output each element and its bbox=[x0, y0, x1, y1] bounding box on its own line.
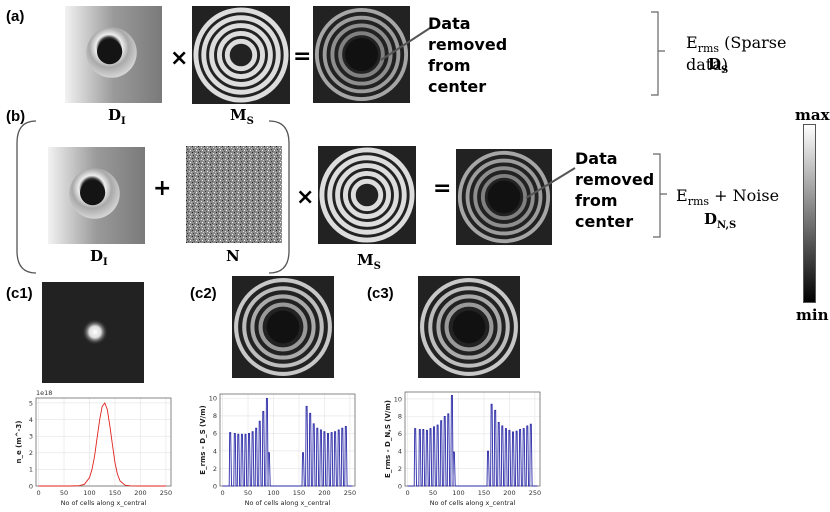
y-tick-label: 0 bbox=[398, 482, 402, 490]
x-tick-label: 250 bbox=[529, 489, 541, 497]
label-ms-a: MS bbox=[230, 106, 254, 127]
field-image-di-b bbox=[48, 147, 145, 244]
equals-operator: = bbox=[293, 44, 312, 69]
noise-image bbox=[186, 146, 282, 243]
y-tick-label: 6 bbox=[213, 430, 217, 438]
y-tick-label: 5 bbox=[29, 399, 33, 407]
offset-label: 1e18 bbox=[36, 389, 52, 397]
x-tick-label: 100 bbox=[267, 489, 279, 497]
annotation-line: removed bbox=[575, 170, 655, 189]
y-tick-label: 2 bbox=[398, 465, 402, 473]
label-n: N bbox=[226, 247, 240, 265]
label-ds: DS bbox=[708, 55, 729, 76]
y-axis-label: E_rms - D_N,S (V/m) bbox=[384, 400, 392, 478]
series-line bbox=[222, 397, 353, 487]
x-tick-label: 50 bbox=[60, 489, 68, 497]
mask-image-ms bbox=[192, 6, 290, 104]
equation-b: Erms + Noise bbox=[676, 186, 780, 209]
series-line bbox=[407, 395, 538, 487]
plot-frame bbox=[35, 397, 172, 487]
y-axis-label: E_rms - D_S (V/m) bbox=[199, 405, 207, 474]
chart-c2: 0 50 100 150 200 250 0 2 4 6 8 10 No of cells along … bbox=[199, 393, 356, 507]
x-tick-label: 50 bbox=[429, 489, 437, 497]
x-axis-label: No of cells along x_central bbox=[245, 499, 331, 507]
x-tick-label: 150 bbox=[293, 489, 305, 497]
y-tick-label: 6 bbox=[398, 430, 402, 438]
group-bracket-b bbox=[16, 120, 290, 274]
times-operator: × bbox=[170, 46, 189, 71]
pointer-line bbox=[380, 27, 431, 61]
field-image-di bbox=[65, 6, 162, 103]
x-tick-label: 250 bbox=[160, 489, 172, 497]
noisy-sparse-image-c3 bbox=[418, 276, 520, 378]
panel-label-b: (b) bbox=[6, 108, 26, 125]
x-axis-label: No of cells along x_central bbox=[61, 499, 147, 507]
colorbar-max-label: max bbox=[795, 106, 830, 124]
y-tick-label: 0 bbox=[29, 482, 33, 490]
times-operator-b: × bbox=[296, 185, 315, 210]
annotation-line: from bbox=[575, 191, 618, 210]
panel-label-c2: (c2) bbox=[190, 285, 217, 302]
bracket-b bbox=[653, 153, 667, 238]
x-tick-label: 200 bbox=[134, 489, 146, 497]
annotation-a: Data removed from center bbox=[428, 13, 507, 97]
series-line bbox=[38, 402, 166, 487]
label-dns: DN,S bbox=[704, 210, 737, 231]
x-tick-label: 150 bbox=[109, 489, 121, 497]
x-axis-label: No of cells along x_central bbox=[430, 499, 516, 507]
y-tick-label: 4 bbox=[213, 447, 217, 455]
x-tick-label: 150 bbox=[478, 489, 490, 497]
y-tick-label: 10 bbox=[209, 395, 217, 403]
y-tick-label: 2 bbox=[213, 465, 217, 473]
y-tick-label: 4 bbox=[29, 416, 33, 424]
equals-operator-b: = bbox=[433, 176, 452, 201]
panel-label-a: (a) bbox=[6, 8, 25, 25]
x-tick-label: 0 bbox=[405, 489, 409, 497]
bracket-a bbox=[651, 11, 665, 96]
chart-c3: 0 50 100 150 200 250 0 2 4 6 8 10 No of cells along … bbox=[384, 391, 541, 507]
equation-a: Erms (Sparse data) bbox=[686, 33, 787, 75]
x-tick-label: 100 bbox=[452, 489, 464, 497]
x-tick-label: 200 bbox=[318, 489, 330, 497]
x-tick-label: 0 bbox=[36, 489, 40, 497]
mask-image-ms-b bbox=[318, 146, 416, 244]
panel-label-c1: (c1) bbox=[6, 285, 33, 302]
sparse-data-image-c2 bbox=[232, 276, 334, 378]
x-tick-label: 250 bbox=[344, 489, 356, 497]
annotation-line: center bbox=[575, 212, 634, 231]
label-di-b: DI bbox=[90, 247, 108, 268]
y-axis-label: n_e (m^-3) bbox=[15, 420, 23, 463]
y-tick-label: 1 bbox=[29, 466, 33, 474]
y-tick-label: 8 bbox=[398, 413, 402, 421]
x-tick-label: 100 bbox=[83, 489, 95, 497]
y-tick-label: 4 bbox=[398, 447, 402, 455]
annotation-line: removed bbox=[428, 35, 508, 54]
label-di-a: DI bbox=[108, 106, 126, 127]
x-tick-label: 50 bbox=[244, 489, 252, 497]
x-tick-label: 0 bbox=[220, 489, 224, 497]
plus-operator: + bbox=[153, 176, 172, 201]
annotation-b: Data removed from center bbox=[575, 148, 654, 232]
noisy-sparse-image bbox=[456, 149, 552, 245]
x-tick-label: 200 bbox=[503, 489, 515, 497]
y-tick-label: 3 bbox=[29, 432, 33, 440]
density-image bbox=[42, 282, 144, 383]
y-tick-label: 10 bbox=[394, 395, 402, 403]
pointer-line-b bbox=[525, 167, 576, 199]
label-ms-b: MS bbox=[357, 251, 381, 272]
colorbar bbox=[803, 124, 816, 303]
panel-label-c3: (c3) bbox=[367, 285, 394, 302]
annotation-line: Data bbox=[428, 14, 471, 33]
y-tick-label: 0 bbox=[213, 482, 217, 490]
annotation-line: Data bbox=[575, 149, 618, 168]
y-tick-label: 2 bbox=[29, 449, 33, 457]
annotation-line: center bbox=[428, 77, 487, 96]
annotation-line: from bbox=[428, 56, 471, 75]
chart-c1: 0 50 100 150 200 250 0 1 2 3 4 5 No of cells along x… bbox=[15, 389, 172, 507]
y-tick-label: 8 bbox=[213, 412, 217, 420]
colorbar-min-label: min bbox=[796, 306, 829, 324]
